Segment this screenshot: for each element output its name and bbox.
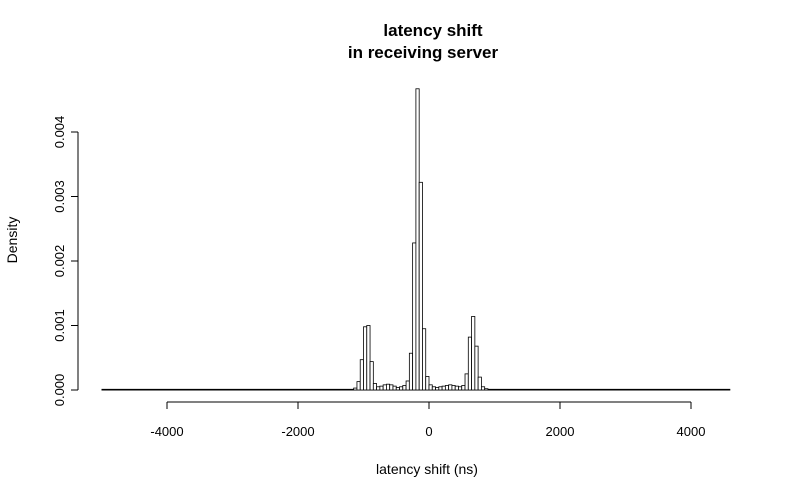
y-tick-label: 0.001 [52, 309, 67, 342]
x-axis: -4000 -2000 0 2000 4000 [150, 401, 706, 439]
histogram-bar [389, 384, 394, 391]
histogram-bar [435, 387, 440, 391]
histogram-bar [438, 386, 443, 391]
histogram-bar [359, 359, 364, 391]
histogram-bar [425, 376, 430, 391]
histogram-bar [451, 385, 456, 391]
histogram-bar [399, 386, 404, 391]
histogram-bar [480, 386, 486, 391]
y-tick-label: 0.004 [52, 116, 67, 149]
histogram-bar [467, 336, 472, 391]
histogram-bar [408, 352, 414, 391]
histogram-bar [353, 387, 358, 391]
y-tick-label: 0.003 [52, 180, 67, 213]
histogram-bar [474, 345, 479, 391]
histogram-bar [369, 361, 374, 391]
histogram-bar [402, 385, 407, 391]
histogram-bar [464, 373, 469, 391]
histogram-bar [461, 385, 466, 391]
x-tick-label: 4000 [677, 424, 706, 439]
x-tick-label: -4000 [150, 424, 183, 439]
histogram-bar [444, 385, 450, 391]
histogram-bar [412, 242, 417, 391]
y-tick-label: 0.000 [52, 374, 67, 407]
histogram-bar [382, 384, 387, 391]
histogram-bar [379, 385, 384, 391]
histogram-bar [454, 385, 459, 391]
histogram-bar [386, 383, 391, 391]
histogram-bar [484, 388, 489, 391]
bars-group [101, 88, 731, 391]
histogram-bar [405, 380, 410, 391]
histogram-bar [418, 181, 423, 391]
chart-title-line1: latency shift [383, 21, 483, 40]
histogram-bar [477, 376, 482, 391]
y-axis-label: Density [4, 217, 20, 264]
histogram-bar [428, 384, 433, 391]
x-tick-label: 0 [425, 424, 432, 439]
chart-title-line2: in receiving server [348, 43, 499, 62]
x-tick-label: 2000 [546, 424, 575, 439]
histogram-bar [376, 386, 381, 391]
histogram-bar [422, 328, 427, 391]
histogram-bar [366, 325, 371, 391]
x-tick-label: -2000 [281, 424, 314, 439]
histogram-bar [363, 326, 368, 391]
histogram-bar [471, 316, 476, 391]
histogram-bar [395, 387, 400, 391]
histogram-bar [372, 383, 378, 391]
histogram-bar [458, 386, 463, 391]
y-axis: 0.000 0.001 0.002 0.003 0.004 [52, 116, 79, 407]
histogram-bar [392, 385, 397, 391]
histogram-bar [441, 385, 446, 391]
histogram-bar [448, 384, 453, 391]
histogram-bar [356, 381, 361, 391]
x-axis-label: latency shift (ns) [376, 461, 478, 477]
histogram-bar [415, 88, 420, 391]
y-tick-label: 0.002 [52, 245, 67, 278]
histogram-bar [431, 386, 436, 391]
